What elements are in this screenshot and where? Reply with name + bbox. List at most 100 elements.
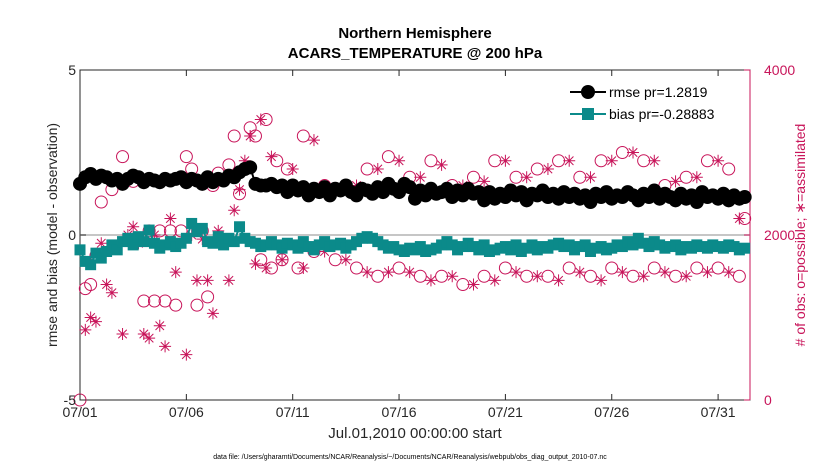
bias-marker bbox=[478, 239, 490, 251]
assimilated-marker bbox=[276, 253, 289, 266]
possible-marker bbox=[275, 253, 289, 267]
assimilated-marker bbox=[339, 253, 352, 266]
y-left-ticks: -5 0 5 bbox=[64, 62, 86, 408]
assimilated-marker bbox=[164, 212, 177, 225]
legend-rmse-label: rmse pr=1.2819 bbox=[609, 84, 708, 100]
bias-marker bbox=[510, 239, 522, 251]
assimilated-marker bbox=[238, 154, 251, 167]
possible-marker bbox=[498, 261, 512, 275]
possible-marker bbox=[116, 150, 130, 164]
data-file-footnote: data file: /Users/gharamti/Documents/NCA… bbox=[213, 454, 607, 461]
legend: rmse pr=1.2819 bias pr=-0.28883 bbox=[559, 77, 746, 125]
assimilated-marker bbox=[446, 270, 459, 283]
bias-series bbox=[74, 217, 751, 271]
legend-bias-label: bias pr=-0.28883 bbox=[609, 106, 715, 122]
assimilated-marker bbox=[143, 332, 156, 345]
assimilated-marker bbox=[116, 328, 129, 340]
assimilated-marker bbox=[637, 270, 650, 283]
assimilated-marker bbox=[658, 266, 671, 279]
possible-marker bbox=[690, 261, 704, 275]
assimilated-marker bbox=[605, 154, 618, 167]
possible-marker bbox=[296, 129, 310, 143]
y-right-tick-label: 2000 bbox=[764, 227, 795, 243]
bias-marker bbox=[579, 239, 591, 251]
possible-marker bbox=[169, 298, 183, 312]
assimilated-marker bbox=[531, 270, 544, 283]
possible-marker bbox=[583, 269, 597, 283]
possible-marker bbox=[392, 261, 406, 275]
assimilated-marker bbox=[137, 328, 150, 340]
assimilated-marker bbox=[260, 262, 273, 274]
rmse-series bbox=[73, 160, 752, 209]
bias-marker bbox=[207, 237, 219, 249]
rmse-marker bbox=[243, 160, 258, 175]
assimilated-marker bbox=[393, 154, 406, 167]
possible-marker bbox=[615, 146, 629, 159]
assimilated-marker bbox=[265, 150, 278, 163]
bias-marker bbox=[101, 246, 113, 257]
x-tick-label: 07/16 bbox=[382, 404, 417, 420]
possible-marker bbox=[541, 269, 555, 283]
bias-marker bbox=[180, 232, 192, 244]
assimilated-marker bbox=[499, 154, 512, 167]
x-tick-label: 07/26 bbox=[594, 404, 629, 420]
possible-marker bbox=[594, 154, 608, 168]
legend-bias-marker bbox=[582, 108, 594, 120]
assimilated-marker bbox=[712, 154, 725, 167]
possible-marker bbox=[350, 261, 364, 275]
x-ticks: 07/01 07/06 07/11 07/16 07/21 07/26 07/31 bbox=[62, 70, 736, 420]
assimilated-marker bbox=[424, 274, 437, 287]
assimilated-marker bbox=[244, 130, 257, 142]
x-tick-label: 07/01 bbox=[62, 404, 97, 420]
possible-marker bbox=[711, 261, 725, 275]
possible-marker bbox=[84, 278, 98, 291]
assimilated-marker bbox=[701, 266, 714, 279]
bias-marker bbox=[122, 232, 134, 244]
y-axis-label-left: rmse and bias (model - observation) bbox=[44, 123, 60, 347]
assimilated-marker bbox=[478, 175, 491, 188]
possible-marker bbox=[477, 269, 491, 283]
possible-marker bbox=[700, 154, 714, 168]
legend-bias-entry: bias pr=-0.28883 bbox=[570, 106, 715, 122]
x-tick-label: 07/11 bbox=[276, 404, 310, 420]
possible-marker bbox=[488, 154, 502, 168]
legend-rmse-marker bbox=[581, 85, 595, 99]
bias-marker bbox=[627, 239, 639, 251]
possible-marker bbox=[738, 212, 752, 225]
assimilated-marker bbox=[563, 154, 576, 167]
possible-marker bbox=[179, 150, 193, 164]
possible-marker bbox=[280, 162, 294, 176]
bias-marker bbox=[95, 252, 107, 264]
rmse-marker bbox=[737, 190, 752, 205]
assimilated-marker bbox=[206, 307, 219, 320]
assimilated-marker bbox=[228, 204, 241, 217]
assimilated-marker bbox=[297, 262, 310, 274]
assimilated-marker bbox=[180, 348, 193, 361]
assimilated-marker bbox=[627, 146, 640, 159]
possible-marker bbox=[264, 261, 278, 275]
assimilated-marker bbox=[403, 266, 416, 279]
assimilated-marker bbox=[371, 163, 384, 175]
assimilated-marker bbox=[100, 278, 113, 291]
bias-marker bbox=[292, 242, 304, 254]
possible-marker bbox=[227, 129, 241, 143]
possible-marker bbox=[509, 170, 523, 184]
assimilated-marker bbox=[222, 274, 235, 287]
assimilated-marker bbox=[153, 319, 166, 332]
possible-marker bbox=[530, 162, 544, 176]
chart-title: Northern Hemisphere bbox=[338, 25, 491, 42]
bias-marker bbox=[143, 224, 155, 236]
possible-marker bbox=[626, 269, 640, 283]
possible-marker bbox=[413, 269, 427, 283]
y-left-tick-label: 0 bbox=[68, 227, 76, 243]
y-right-tick-label: 4000 bbox=[764, 62, 795, 78]
y-right-ticks: 0 2000 4000 bbox=[744, 62, 795, 408]
possible-marker bbox=[647, 261, 661, 275]
possible-marker bbox=[435, 269, 449, 283]
possible-marker bbox=[137, 294, 151, 308]
assimilated-marker bbox=[127, 220, 140, 233]
assimilated-marker bbox=[584, 171, 597, 184]
assimilated-marker bbox=[361, 266, 374, 279]
possible-marker bbox=[381, 150, 395, 164]
